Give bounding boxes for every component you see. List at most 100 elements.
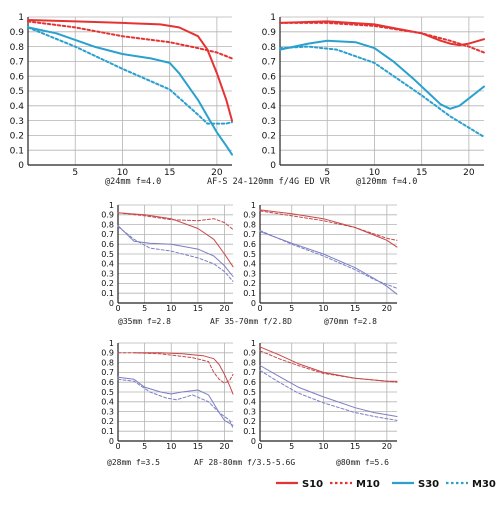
- caption-mid-left: @35mm f=2.8: [118, 317, 171, 326]
- y-tick-label: 0.5: [243, 388, 256, 397]
- y-tick-label: 0.3: [243, 407, 256, 416]
- series-line-s10: [27, 19, 233, 122]
- mtf-chart-2: 00.10.20.30.40.50.60.70.80.915 10 15 20: [262, 13, 485, 178]
- y-tick-label: 0.7: [243, 368, 256, 377]
- y-tick-label: 0.2: [262, 132, 276, 142]
- y-tick-label: 0.4: [10, 102, 25, 112]
- x-tick-label: 15: [350, 442, 360, 451]
- series-line-s10: [117, 212, 234, 268]
- x-tick-label: 10: [318, 442, 328, 451]
- y-tick-label: 0.8: [10, 43, 25, 53]
- legend: S10 M10 S30 M30: [276, 479, 496, 490]
- caption-top-right: @120mm f=4.0: [356, 177, 417, 187]
- series-line-s30: [259, 365, 398, 417]
- x-tick-label: 15: [416, 168, 427, 178]
- y-tick-label: 0.8: [243, 358, 256, 367]
- x-tick-label: 15: [164, 168, 175, 178]
- y-tick-label: 0.6: [101, 378, 114, 387]
- mtf-charts: 00.10.20.30.40.50.60.70.80.915 10 15 2000.1…: [10, 13, 485, 451]
- y-tick-label: 0.5: [101, 388, 114, 397]
- series-line-s10: [259, 346, 398, 382]
- x-tick-label: 5: [142, 304, 147, 313]
- y-tick-label: 0.2: [243, 279, 256, 288]
- series-line-s30: [117, 376, 234, 426]
- series-line-m10: [117, 352, 234, 384]
- y-tick-label: 1: [251, 339, 256, 348]
- x-tick-label: 0: [115, 304, 120, 313]
- y-tick-label: 0.9: [262, 28, 277, 38]
- series-line-s30: [259, 231, 398, 295]
- series-line-m30: [259, 369, 398, 421]
- series-line-m30: [117, 378, 234, 429]
- y-tick-label: 1: [251, 201, 256, 210]
- y-tick-label: 0.8: [101, 220, 114, 229]
- y-tick-label: 1: [18, 13, 24, 23]
- series-line-s10: [259, 209, 398, 248]
- mtf-chart-4: 00.10.20.30.40.50.60.70.80.910 5 10 15 20: [243, 201, 398, 313]
- y-tick-label: 0.5: [10, 87, 24, 97]
- y-tick-label: 0.9: [101, 211, 114, 220]
- y-tick-label: 0.3: [243, 269, 256, 278]
- series-line-m10: [117, 212, 234, 230]
- y-tick-label: 1: [109, 339, 114, 348]
- series-line-m10: [27, 20, 233, 60]
- x-tick-label: 0: [115, 442, 120, 451]
- legend-label-s30: S30: [418, 479, 439, 490]
- y-tick-label: 0.3: [10, 117, 24, 127]
- y-tick-label: 0.6: [243, 378, 256, 387]
- x-tick-label: 10: [318, 304, 328, 313]
- y-tick-label: 0.1: [101, 427, 114, 436]
- y-tick-label: 0.9: [10, 28, 25, 38]
- x-tick-label: 0: [257, 304, 262, 313]
- y-tick-label: 0.6: [262, 72, 277, 82]
- y-tick-label: 0.7: [101, 368, 114, 377]
- x-tick-label: 15: [350, 304, 360, 313]
- y-tick-label: 1: [270, 13, 276, 23]
- y-tick-label: 0.9: [243, 211, 256, 220]
- y-tick-label: 0: [251, 299, 256, 308]
- y-tick-label: 0.8: [101, 358, 114, 367]
- y-tick-label: 0.2: [101, 279, 114, 288]
- caption-mid-lens: AF 35-70mm f/2.8D: [210, 317, 292, 326]
- y-tick-label: 0: [109, 437, 114, 446]
- x-tick-label: 20: [219, 304, 229, 313]
- y-tick-label: 0.4: [243, 398, 256, 407]
- y-tick-label: 0.4: [101, 398, 114, 407]
- x-tick-label: 20: [382, 304, 392, 313]
- series-line-s10: [133, 352, 234, 395]
- series-line-s30: [279, 39, 485, 110]
- y-tick-label: 0.6: [10, 72, 25, 82]
- legend-label-s10: S10: [302, 479, 323, 490]
- x-tick-label: 5: [289, 442, 294, 451]
- series-line-s30: [117, 225, 234, 277]
- y-tick-label: 0.5: [243, 250, 256, 259]
- y-tick-label: 0.1: [101, 289, 114, 298]
- y-tick-label: 0.4: [262, 102, 277, 112]
- series-line-m30: [27, 26, 233, 125]
- y-tick-label: 0.8: [262, 43, 277, 53]
- x-tick-label: 20: [463, 168, 475, 178]
- series-line-s10: [279, 20, 485, 47]
- x-tick-label: 5: [289, 304, 294, 313]
- x-tick-label: 20: [219, 442, 229, 451]
- caption-bot-right: @80mm f=5.6: [336, 458, 389, 467]
- y-tick-label: 0.5: [262, 87, 276, 97]
- y-tick-label: 0.7: [10, 58, 24, 68]
- series-line-m30: [259, 230, 398, 289]
- x-tick-label: 15: [193, 304, 203, 313]
- y-tick-label: 0.7: [262, 58, 276, 68]
- series-line-s30: [27, 26, 233, 156]
- y-tick-label: 0: [109, 299, 114, 308]
- legend-label-m30: M30: [472, 479, 496, 490]
- y-tick-label: 0.3: [262, 117, 276, 127]
- x-tick-label: 10: [369, 168, 381, 178]
- y-tick-label: 0.2: [243, 417, 256, 426]
- y-tick-label: 1: [109, 201, 114, 210]
- mtf-chart-6: 00.10.20.30.40.50.60.70.80.910 5 10 15 20: [243, 339, 398, 451]
- y-tick-label: 0.2: [101, 417, 114, 426]
- series-line-m30: [279, 45, 485, 138]
- y-tick-label: 0.3: [101, 269, 114, 278]
- x-tick-label: 20: [211, 168, 223, 178]
- y-tick-label: 0.4: [101, 260, 114, 269]
